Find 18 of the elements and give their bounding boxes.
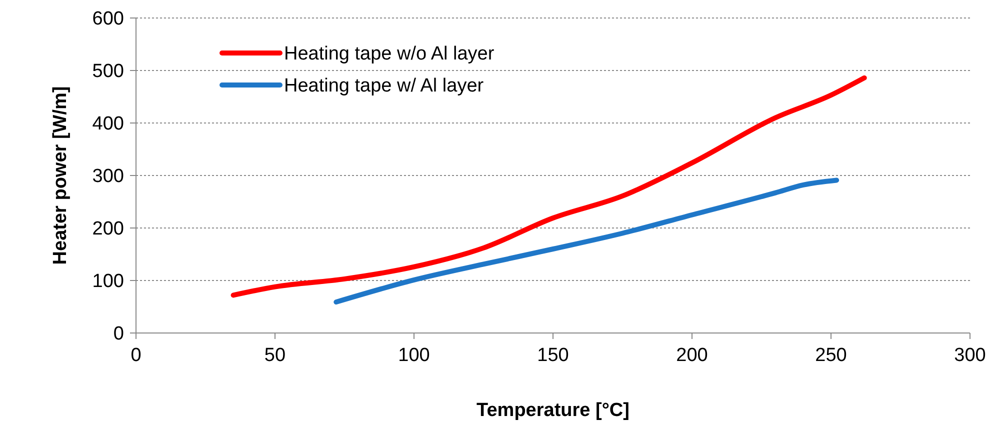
y-tick-label: 600 [92,8,124,30]
y-tick-label: 0 [113,324,124,345]
y-tick-label: 100 [92,271,124,292]
x-tick-label: 0 [130,345,142,366]
y-tick-label: 400 [92,114,124,135]
y-tick-label: 500 [92,61,124,82]
y-axis-title: Heater power [W/m] [50,86,71,265]
x-tick-label: 50 [264,345,286,366]
x-tick-label: 150 [537,345,569,366]
x-tick-label: 100 [398,345,430,366]
legend-label: Heating tape w/ Al layer [284,76,484,97]
y-tick-label: 200 [92,218,124,240]
legend-label: Heating tape w/o Al layer [284,44,495,65]
x-tick-label: 250 [815,345,847,366]
y-tick-label: 300 [92,166,124,188]
x-tick-label: 300 [954,345,986,366]
x-axis-title: Temperature [°C] [476,400,630,421]
x-tick-label: 200 [676,345,708,366]
